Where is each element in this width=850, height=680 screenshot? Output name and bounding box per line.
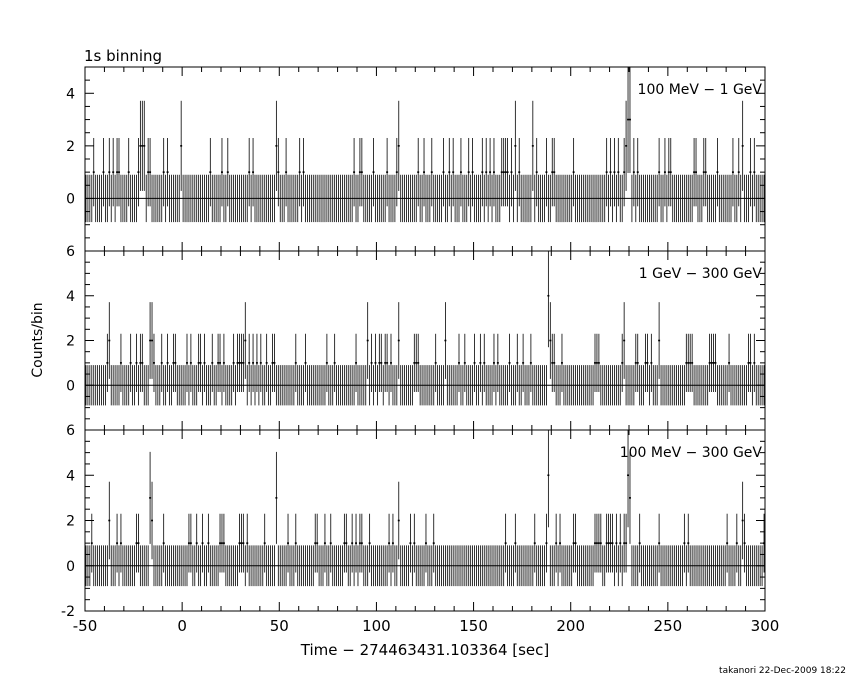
panel-2: 0 2 4 6 1 GeV − 300 GeV: [66, 244, 766, 431]
light-curve-series: [85, 251, 765, 406]
footer-credit: takanori 22-Dec-2009 18:22: [719, 666, 846, 676]
binning-label: 1s binning: [84, 47, 162, 65]
y-tick-label: 6: [66, 244, 75, 260]
panel-1: 0 2 4 100 MeV − 1 GeV: [66, 66, 766, 252]
y-tick-label: 2: [66, 139, 75, 155]
y-tick-label: 0: [66, 559, 75, 575]
band-label: 100 MeV − 1 GeV: [638, 82, 763, 98]
x-tick-label: 150: [459, 617, 488, 635]
panel-3: -2 0 2 4 6 -50 0 50 100 150 200 250 300 100 MeV − 300…: [61, 423, 779, 635]
y-tick-label: 4: [66, 289, 75, 305]
y-tick-label: 4: [66, 86, 75, 102]
y-tick-label: 2: [66, 334, 75, 350]
y-axis-label: Counts/bin: [30, 302, 46, 377]
y-tick-label: 6: [66, 423, 75, 439]
y-tick-label: 0: [66, 378, 75, 394]
x-tick-label: 100: [362, 617, 391, 635]
x-tick-label: 50: [270, 617, 289, 635]
x-tick-label: 200: [556, 617, 585, 635]
light-curve-series: [85, 67, 765, 223]
light-curve-series: [85, 430, 765, 587]
x-tick-label: 300: [751, 617, 780, 635]
y-tick-label: 0: [66, 191, 75, 207]
x-tick-label: 0: [177, 617, 187, 635]
y-tick-label: -2: [61, 604, 75, 620]
band-label: 1 GeV − 300 GeV: [639, 266, 763, 282]
panels-group: 0 2 4 100 MeV − 1 GeV 0 2 4 6 1 GeV − 300 GeV -2 0…: [61, 66, 779, 635]
x-tick-label: -50: [73, 617, 98, 635]
band-label: 100 MeV − 300 GeV: [620, 445, 763, 461]
y-tick-label: 2: [66, 514, 75, 530]
x-axis-label: Time − 274463431.103364 [sec]: [300, 641, 550, 659]
y-tick-label: 4: [66, 468, 75, 484]
x-tick-label: 250: [654, 617, 683, 635]
